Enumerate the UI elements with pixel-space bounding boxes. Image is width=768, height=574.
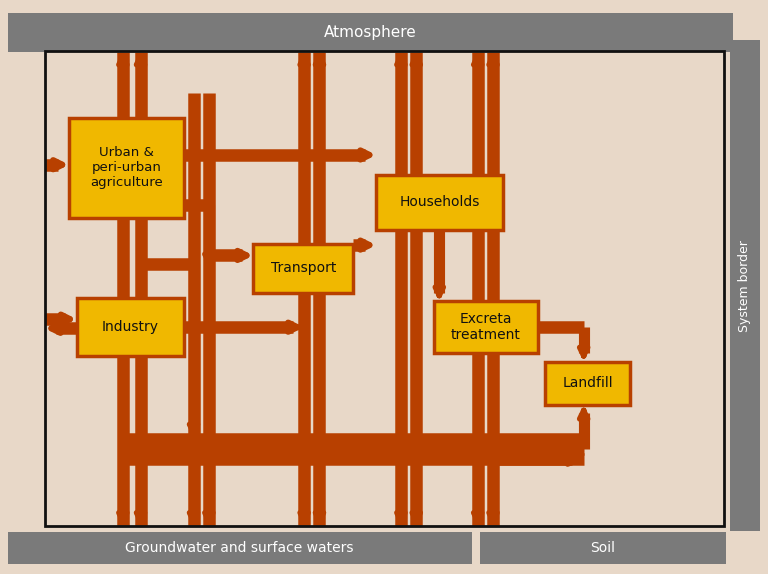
Text: Industry: Industry [102,320,159,334]
Text: Households: Households [399,195,480,210]
Bar [77,298,184,356]
Bar [253,244,353,293]
Bar [480,532,726,564]
Text: Landfill: Landfill [562,376,613,390]
Bar [545,362,630,405]
Text: Atmosphere: Atmosphere [324,25,416,40]
Text: Excreta
treatment: Excreta treatment [451,312,521,342]
Bar [45,51,724,526]
Text: Transport: Transport [270,261,336,276]
Text: System border: System border [739,240,751,332]
Bar [8,532,472,564]
Text: Urban &
peri-urban
agriculture: Urban & peri-urban agriculture [91,146,163,189]
Bar [376,175,503,230]
Bar [8,13,733,52]
Bar [434,301,538,353]
Bar [730,40,760,531]
Bar [69,118,184,218]
Text: Soil: Soil [591,541,615,555]
Text: Groundwater and surface waters: Groundwater and surface waters [125,541,354,555]
